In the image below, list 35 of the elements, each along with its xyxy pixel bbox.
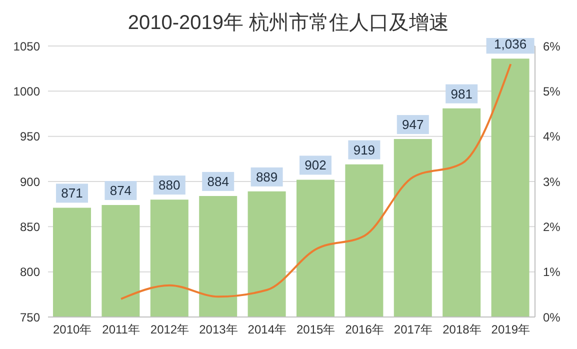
x-tick-label: 2015年 (296, 322, 336, 337)
y-tick-label: 900 (20, 174, 40, 189)
x-tick-label: 2018年 (442, 322, 482, 337)
chart-title: 2010-2019年 杭州市常住人口及增速 (126, 11, 450, 36)
x-tick-label: 2012年 (150, 322, 190, 337)
data-label: 947 (402, 117, 424, 132)
y-tick-label: 950 (20, 130, 40, 144)
x-tick-label: 2010年 (53, 322, 92, 337)
data-label: 884 (207, 174, 229, 189)
y-tick-label: 1000 (13, 84, 40, 98)
y-tick-label: 1050 (13, 39, 40, 54)
data-label: 981 (450, 86, 472, 102)
data-label: 902 (304, 158, 326, 173)
y2-tick-label: 2% (543, 220, 561, 234)
data-label: 871 (61, 186, 83, 201)
y2-tick-label: 3% (543, 174, 561, 189)
y2-tick-label: 4% (543, 130, 561, 144)
x-tick-label: 2019年 (491, 322, 530, 337)
data-label: 919 (353, 142, 376, 158)
x-tick-label: 2014年 (248, 322, 286, 337)
x-tick-label: 2011年 (102, 322, 140, 337)
y2-tick-label: 1% (543, 265, 561, 280)
data-label: 889 (256, 169, 278, 184)
y2-tick-label: 6% (543, 39, 561, 54)
data-label: 1,036 (494, 36, 527, 52)
x-tick-label: 2016年 (345, 322, 384, 337)
y-tick-label: 850 (20, 220, 40, 234)
y-tick-label: 800 (20, 265, 40, 280)
x-tick-label: 2013年 (199, 322, 238, 337)
data-label: 880 (158, 178, 180, 193)
x-tick-label: 2017年 (394, 322, 433, 337)
y2-tick-label: 0% (543, 310, 561, 324)
y2-tick-label: 5% (543, 84, 561, 98)
y-tick-label: 750 (20, 310, 40, 324)
data-label: 874 (110, 182, 132, 198)
